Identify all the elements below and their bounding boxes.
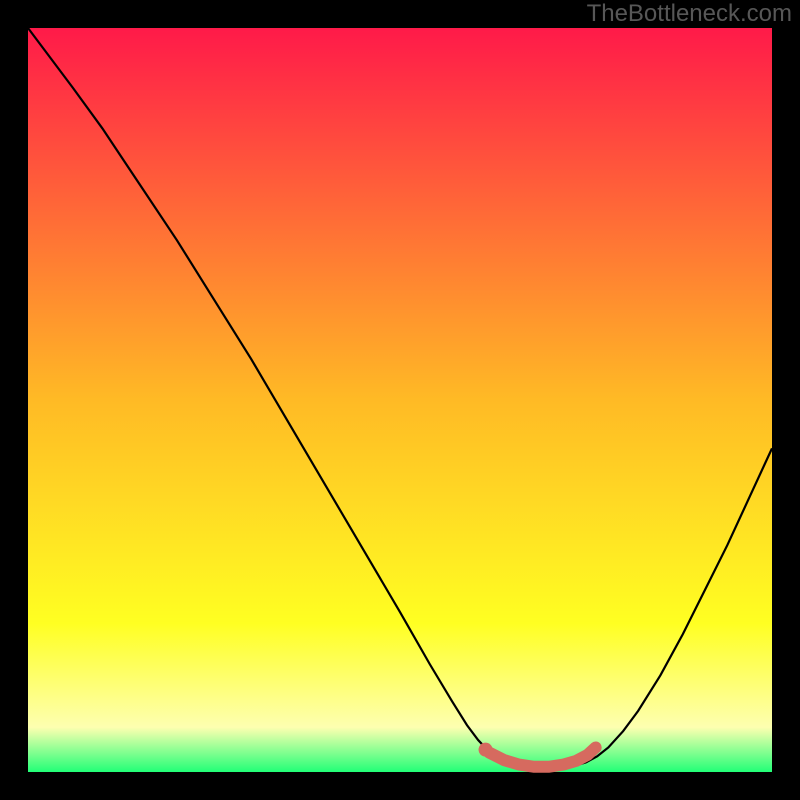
optimal-marker-dot [479, 743, 493, 757]
optimal-marker-line [489, 747, 595, 766]
chart-frame: TheBottleneck.com [0, 0, 800, 800]
bottleneck-curve [28, 28, 772, 769]
curve-layer [0, 0, 800, 800]
